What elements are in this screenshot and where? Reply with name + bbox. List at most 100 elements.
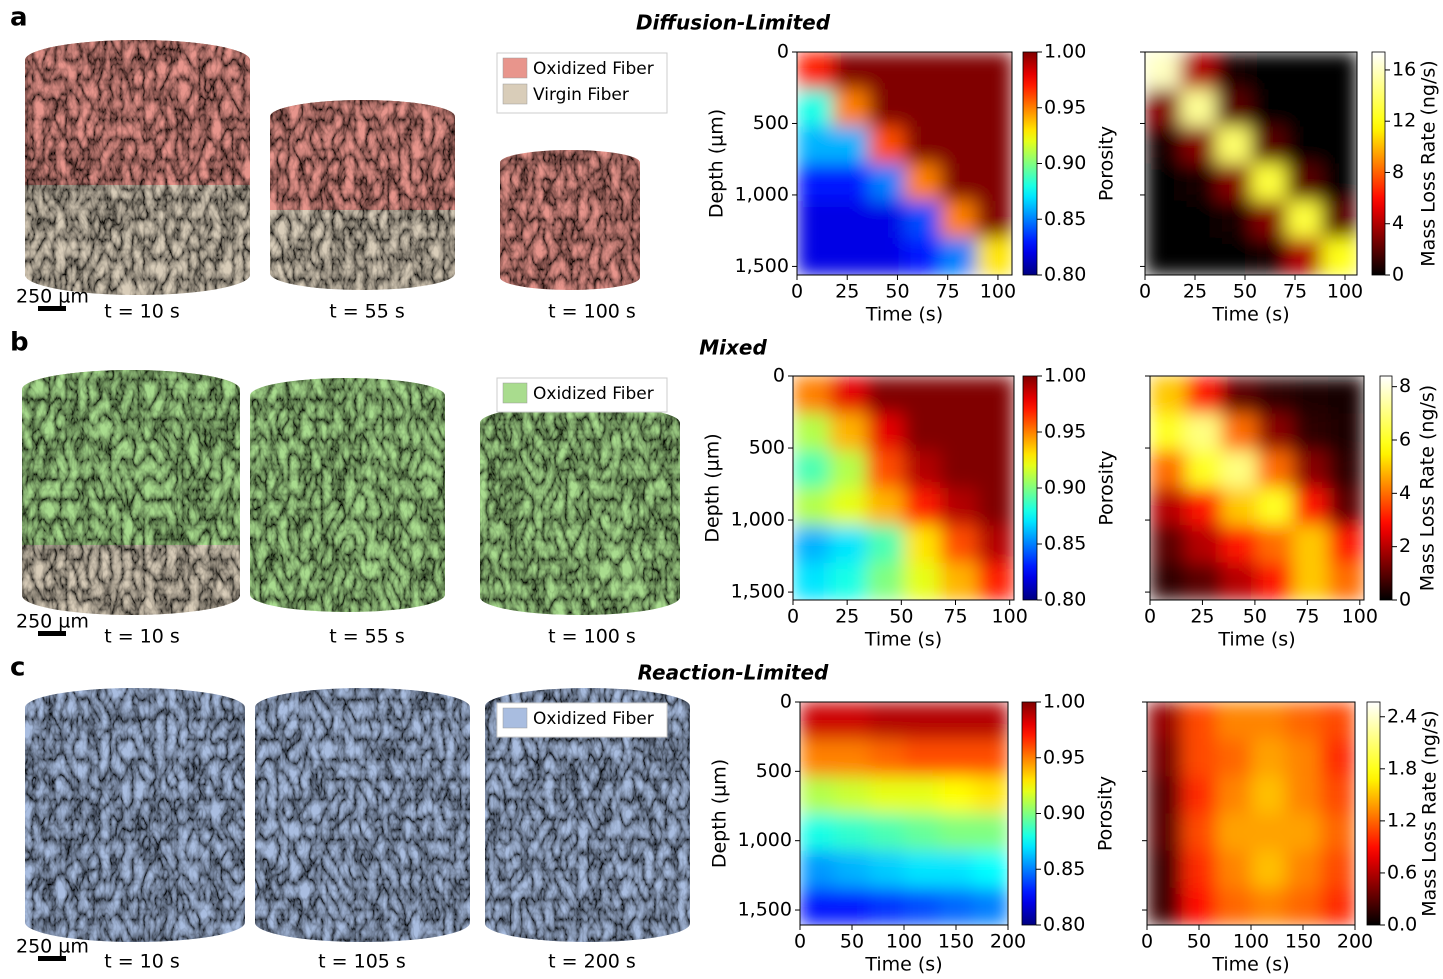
heatmap-cell [1251, 89, 1287, 127]
heatmap-cell [830, 376, 867, 414]
heatmap-cell [1322, 164, 1358, 202]
heatmap-cells [793, 376, 1015, 601]
heatmap-cell [973, 739, 1008, 777]
heatmap-cell [797, 201, 833, 239]
heatmap-cell [869, 702, 904, 740]
snapshot-label: t = 55 s [329, 301, 405, 323]
heatmap-cell [869, 739, 904, 777]
x-axis-label: Time (s) [1211, 304, 1289, 326]
heatmap-cell [973, 776, 1008, 814]
heatmap-cell [904, 814, 939, 852]
heatmap-cell [1216, 776, 1251, 814]
sample-render [480, 405, 680, 615]
heatmap-cell [800, 702, 835, 740]
heatmap-cell [867, 451, 904, 489]
y-axis-label: Depth (µm) [709, 759, 731, 868]
heatmap-cell [1320, 814, 1355, 852]
heatmap-cell [833, 238, 869, 276]
colorbar-tick-label: 0.95 [1044, 96, 1086, 118]
heatmap-cell [940, 413, 977, 451]
legend-swatch [503, 383, 527, 403]
x-tick-label: 150 [938, 931, 974, 953]
heatmap-cell [904, 851, 939, 889]
heatmap-cell [1328, 451, 1364, 489]
x-tick-label: 100 [886, 931, 922, 953]
snapshot-label: t = 200 s [548, 951, 636, 973]
colorbar-tick-label: 0.90 [1044, 152, 1086, 174]
heatmap-cell [1286, 888, 1321, 926]
heatmap-cell [1147, 739, 1182, 777]
heatmap-cell [1216, 126, 1252, 164]
heatmap-cell [1216, 702, 1251, 740]
heatmap-cell [1150, 376, 1186, 414]
snapshot-label: t = 55 s [329, 626, 405, 648]
heatmap-cell [904, 563, 941, 601]
colorbar-label: Mass Loss Rate (ng/s) [1418, 60, 1440, 266]
heatmap-cell [830, 563, 867, 601]
snapshot-label: t = 10 s [104, 951, 180, 973]
heatmap [797, 52, 1013, 276]
colorbar-tick-label: 1.00 [1044, 365, 1086, 387]
y-tick-label: 1,000 [731, 509, 785, 531]
heatmap-cell [793, 376, 830, 414]
heatmap-cell [793, 525, 830, 563]
x-tick-label: 50 [840, 931, 864, 953]
heatmap-cell [1147, 851, 1182, 889]
heatmap-cell [940, 164, 976, 202]
heatmap-cell [793, 413, 830, 451]
colorbar-tick-label: 1.8 [1387, 757, 1417, 779]
heatmap-cell [1182, 888, 1217, 926]
heatmap-cell [1286, 702, 1321, 740]
x-tick-label: 200 [1337, 931, 1373, 953]
heatmap-cell [833, 52, 869, 90]
heatmap-cell [867, 525, 904, 563]
x-axis-label: Time (s) [864, 629, 942, 651]
heatmap-cell [1293, 563, 1329, 601]
heatmap-cell [835, 851, 870, 889]
heatmap-cell [1286, 851, 1321, 889]
heatmap-cell [1216, 89, 1252, 127]
heatmap-cell [905, 164, 941, 202]
legend-swatch [503, 708, 527, 728]
heatmap-cell [1180, 52, 1216, 90]
heatmap-cell [1216, 238, 1252, 276]
heatmap-cell [797, 126, 833, 164]
x-tick-label: 100 [1233, 931, 1269, 953]
heatmap-cell [800, 776, 835, 814]
heatmap-cell [940, 376, 977, 414]
colorbar-tick-label: 8 [1399, 375, 1411, 397]
heatmap-cell [835, 814, 870, 852]
colorbar-tick-label: 0 [1399, 589, 1411, 611]
heatmap-cell [905, 89, 941, 127]
heatmap-cell [1147, 776, 1182, 814]
heatmap-cell [940, 52, 976, 90]
heatmap-cell [977, 376, 1014, 414]
heatmap-cell [1286, 238, 1322, 276]
heatmap-cell [1147, 702, 1182, 740]
heatmap-cell [1216, 814, 1251, 852]
heatmap-cell [1251, 238, 1287, 276]
x-tick-label: 50 [1187, 931, 1211, 953]
panel-letter: c [10, 653, 25, 683]
scale-bar-label: 250 µm [16, 286, 89, 308]
heatmap-cell [905, 238, 941, 276]
heatmap-cell [1320, 702, 1355, 740]
heatmap-cell [939, 702, 974, 740]
panel-title: Diffusion-Limited [636, 11, 831, 35]
heatmap-cell [793, 563, 830, 601]
heatmap-cell [1180, 164, 1216, 202]
scale-bar [38, 956, 66, 961]
x-tick-label: 50 [1243, 606, 1267, 628]
heatmap-cell [1186, 413, 1222, 451]
heatmap-cell [977, 488, 1014, 526]
heatmap-cell [800, 739, 835, 777]
heatmap-cell [1186, 563, 1222, 601]
heatmap-cell [976, 126, 1012, 164]
heatmap-cell [904, 702, 939, 740]
colorbar [1380, 376, 1392, 600]
heatmap-cell [1221, 488, 1257, 526]
colorbar-tick-label: 2 [1399, 535, 1411, 557]
heatmap [793, 376, 1015, 601]
heatmap-cell [1286, 89, 1322, 127]
y-tick-label: 1,000 [738, 829, 792, 851]
